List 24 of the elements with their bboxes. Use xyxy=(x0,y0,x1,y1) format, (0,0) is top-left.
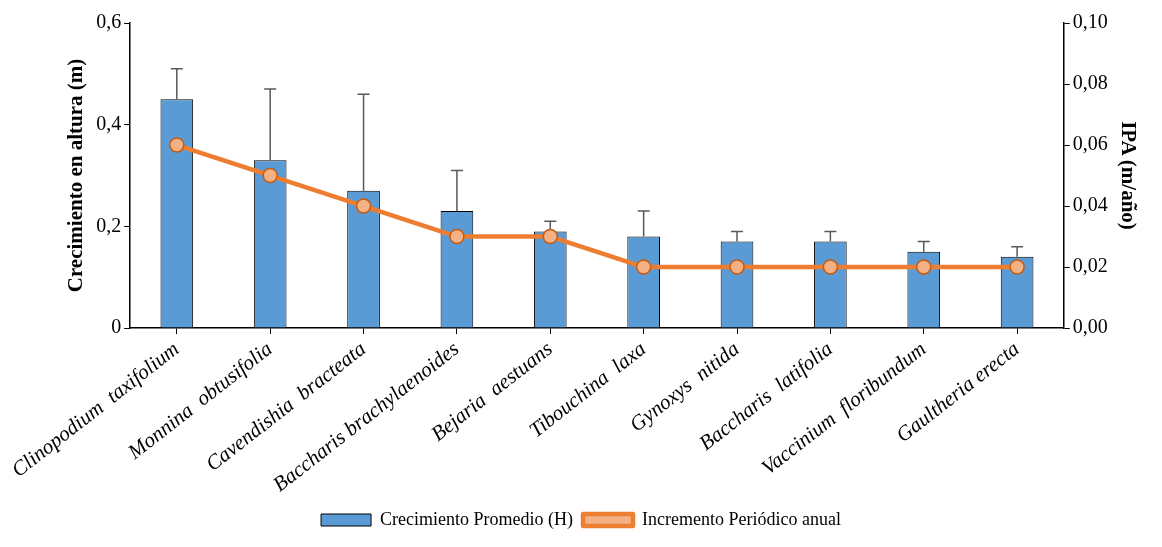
y2-tick-label: 0,00 xyxy=(1072,315,1108,338)
legend-label: Crecimiento Promedio (H) xyxy=(380,508,574,530)
point xyxy=(449,228,465,245)
point xyxy=(635,259,652,275)
y2-axis-title: IPA (m/año) xyxy=(1116,121,1141,230)
y-tick-label: 0,4 xyxy=(96,111,122,134)
point xyxy=(1009,259,1025,275)
point xyxy=(262,167,278,184)
y2-tick-label: 0,02 xyxy=(1072,254,1108,277)
point xyxy=(822,259,839,275)
y2-tick-label: 0,06 xyxy=(1072,132,1108,155)
y2-tick-label: 0,10 xyxy=(1072,10,1108,33)
y2-tick-label: 0,04 xyxy=(1072,193,1108,216)
y2-tick-label: 0,08 xyxy=(1072,71,1108,94)
point xyxy=(355,198,372,214)
point xyxy=(169,137,185,153)
legend-label: Incremento Periódico anual xyxy=(642,508,841,529)
point xyxy=(729,259,745,275)
y-tick-label: 0 xyxy=(111,315,122,338)
point xyxy=(916,259,932,275)
y-axis-title: Crecimiento en altura (m) xyxy=(62,58,87,293)
point xyxy=(542,228,559,245)
y-tick-label: 0,2 xyxy=(96,213,122,236)
y-tick-label: 0,6 xyxy=(96,10,122,33)
